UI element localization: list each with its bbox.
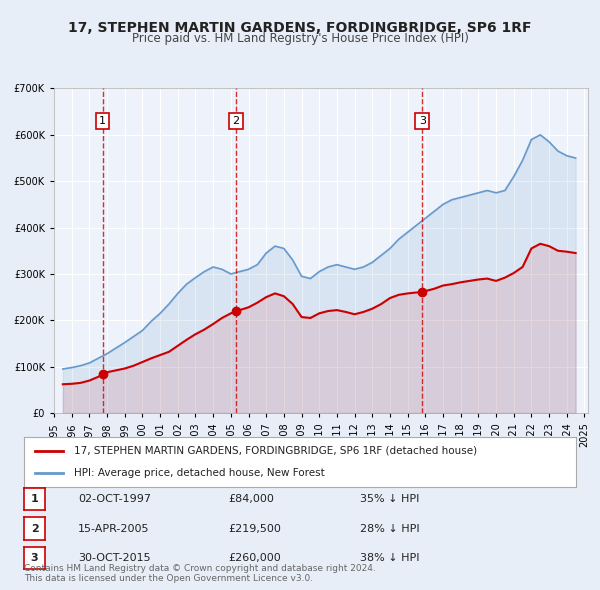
Text: 38% ↓ HPI: 38% ↓ HPI xyxy=(360,553,419,563)
Text: 3: 3 xyxy=(31,553,38,563)
Text: 30-OCT-2015: 30-OCT-2015 xyxy=(78,553,151,563)
Text: 3: 3 xyxy=(419,116,426,126)
Text: 17, STEPHEN MARTIN GARDENS, FORDINGBRIDGE, SP6 1RF: 17, STEPHEN MARTIN GARDENS, FORDINGBRIDG… xyxy=(68,21,532,35)
Text: 17, STEPHEN MARTIN GARDENS, FORDINGBRIDGE, SP6 1RF (detached house): 17, STEPHEN MARTIN GARDENS, FORDINGBRIDG… xyxy=(74,445,477,455)
Text: 2: 2 xyxy=(31,524,38,533)
Text: HPI: Average price, detached house, New Forest: HPI: Average price, detached house, New … xyxy=(74,468,325,478)
Text: £219,500: £219,500 xyxy=(228,524,281,533)
Text: £84,000: £84,000 xyxy=(228,494,274,504)
Text: £260,000: £260,000 xyxy=(228,553,281,563)
Text: 35% ↓ HPI: 35% ↓ HPI xyxy=(360,494,419,504)
Text: 28% ↓ HPI: 28% ↓ HPI xyxy=(360,524,419,533)
Text: Price paid vs. HM Land Registry's House Price Index (HPI): Price paid vs. HM Land Registry's House … xyxy=(131,32,469,45)
Text: 2: 2 xyxy=(232,116,239,126)
Text: 02-OCT-1997: 02-OCT-1997 xyxy=(78,494,151,504)
Text: 15-APR-2005: 15-APR-2005 xyxy=(78,524,149,533)
Text: 1: 1 xyxy=(31,494,38,504)
Text: 1: 1 xyxy=(99,116,106,126)
Text: Contains HM Land Registry data © Crown copyright and database right 2024.
This d: Contains HM Land Registry data © Crown c… xyxy=(24,563,376,583)
